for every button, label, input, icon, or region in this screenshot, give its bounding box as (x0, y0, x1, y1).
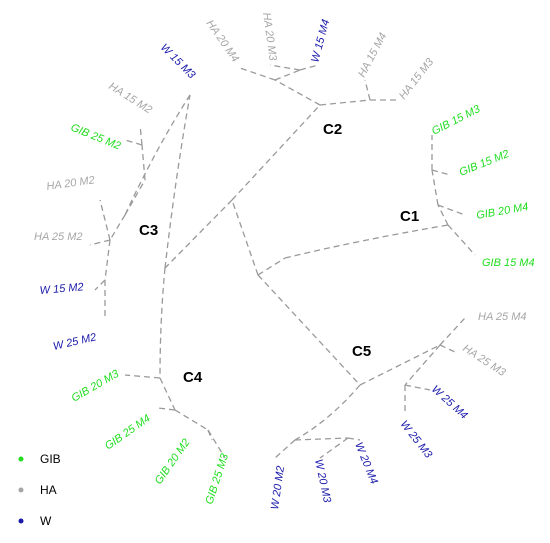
cluster-label-c1: C1 (400, 208, 419, 225)
leaf-label: GIB 25 M3 (203, 451, 231, 506)
leaf-label: W 20 M3 (312, 458, 333, 504)
branch (124, 94, 191, 216)
branch (94, 279, 106, 291)
cluster-labels: C1 C2 C3 C4 C5 (139, 121, 419, 386)
leaf-label: W 25 M3 (398, 418, 435, 461)
branch (359, 344, 441, 386)
branch (257, 257, 286, 276)
branch (431, 169, 439, 206)
branch (437, 204, 449, 226)
branch (239, 67, 276, 81)
branch (89, 239, 111, 246)
branch (439, 344, 456, 353)
legend-swatch-w (18, 518, 24, 524)
branch (207, 429, 226, 459)
leaf-label: GIB 20 M4 (475, 201, 529, 222)
leaf-label: W 15 M2 (39, 281, 84, 297)
legend-swatch-ha (18, 487, 24, 493)
cluster-label-c2: C2 (323, 121, 342, 138)
branch (164, 199, 233, 269)
branch (284, 224, 449, 259)
branch (319, 437, 349, 459)
branch (174, 409, 209, 431)
leaf-label: W 20 M4 (352, 441, 380, 486)
leaf-label: W 20 M2 (269, 465, 287, 510)
branch (139, 124, 143, 146)
branch (231, 104, 321, 201)
branch (231, 199, 259, 276)
branch (404, 344, 441, 386)
dendrogram-branches (89, 64, 476, 459)
leaf-label: W 25 M4 (429, 383, 470, 421)
branch (124, 179, 146, 216)
legend-label-gib: GIB (40, 452, 61, 466)
legend-label-ha: HA (40, 483, 57, 497)
cluster-label-c3: C3 (139, 222, 158, 239)
branch (124, 139, 143, 146)
branch (299, 64, 319, 71)
branch (364, 79, 371, 101)
branch (141, 144, 146, 181)
branch (274, 79, 321, 106)
branch (159, 377, 176, 411)
branch (437, 204, 466, 216)
branch (447, 224, 476, 256)
branch (274, 69, 301, 81)
branch (257, 274, 361, 386)
legend-label-w: W (40, 514, 52, 528)
branch (319, 99, 371, 106)
leaf-label: W 15 M4 (309, 18, 332, 64)
leaf-label: HA 15 M4 (356, 31, 389, 79)
branch (347, 437, 361, 441)
leaf-label: HA 15 M3 (397, 56, 437, 102)
leaf-label: HA 20 M2 (46, 174, 96, 193)
cluster-label-c4: C4 (183, 369, 203, 386)
branch (269, 64, 301, 71)
branch (274, 439, 296, 459)
branch (124, 374, 161, 379)
leaf-label: HA 25 M3 (460, 342, 508, 379)
leaf-label: GIB 20 M2 (153, 437, 193, 487)
leaf-label: HA 20 M3 (260, 12, 279, 63)
branch (439, 317, 466, 346)
branch (159, 267, 166, 379)
leaf-label: GIB 15 M2 (458, 148, 511, 179)
leaf-label: GIB 20 M3 (70, 367, 122, 404)
legend: GIB HA W (18, 452, 61, 528)
branch (99, 199, 111, 241)
cluster-label-c5: C5 (352, 343, 371, 360)
leaf-label: HA 25 M2 (34, 231, 83, 243)
leaf-label: HA 25 M4 (478, 311, 527, 323)
leaf-label: GIB 25 M2 (69, 122, 122, 153)
leaf-labels: HA 20 M4 HA 20 M3 W 15 M4 HA 15 M4 HA 15… (34, 12, 535, 511)
leaf-label: GIB 15 M3 (430, 103, 483, 138)
branch (157, 407, 176, 411)
branch (109, 214, 126, 241)
branch (294, 384, 361, 441)
leaf-label: HA 15 M2 (106, 80, 154, 116)
legend-swatch-gib (18, 456, 24, 462)
branch (164, 94, 191, 269)
branch (431, 169, 451, 176)
leaf-label: GIB 15 M4 (482, 257, 535, 269)
leaf-label: W 15 M3 (158, 42, 198, 82)
leaf-label: HA 20 M4 (204, 18, 242, 65)
branch (294, 437, 349, 441)
leaf-label: W 25 M2 (52, 331, 98, 353)
branch (404, 384, 431, 391)
leaf-label: GIB 25 M4 (103, 412, 153, 452)
branch (104, 239, 111, 281)
